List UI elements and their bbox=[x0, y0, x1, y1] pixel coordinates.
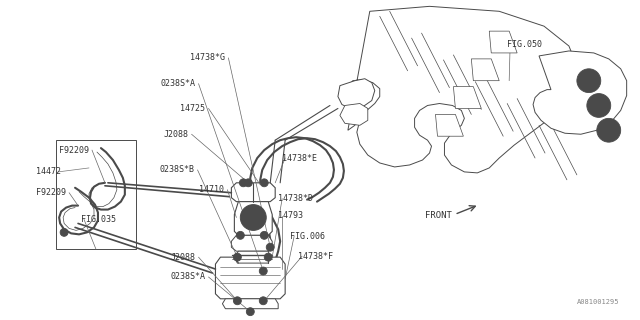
Polygon shape bbox=[533, 51, 627, 134]
Text: F92209: F92209 bbox=[36, 188, 66, 197]
Circle shape bbox=[247, 181, 250, 184]
Circle shape bbox=[260, 179, 268, 187]
Circle shape bbox=[241, 204, 266, 230]
Circle shape bbox=[246, 211, 260, 224]
Circle shape bbox=[236, 256, 239, 259]
Circle shape bbox=[234, 297, 241, 305]
Circle shape bbox=[263, 181, 266, 184]
Polygon shape bbox=[435, 114, 463, 136]
Polygon shape bbox=[347, 6, 579, 173]
Text: J2088: J2088 bbox=[164, 130, 189, 139]
Circle shape bbox=[239, 179, 247, 187]
Text: 14793: 14793 bbox=[278, 211, 303, 220]
Circle shape bbox=[239, 234, 242, 237]
Circle shape bbox=[234, 253, 241, 261]
Text: FRONT: FRONT bbox=[424, 211, 451, 220]
Polygon shape bbox=[232, 183, 275, 202]
Polygon shape bbox=[340, 103, 368, 125]
Circle shape bbox=[60, 228, 68, 236]
Text: 0238S*B: 0238S*B bbox=[159, 165, 195, 174]
Text: 14738*F: 14738*F bbox=[298, 252, 333, 261]
Circle shape bbox=[242, 181, 245, 184]
Text: 14472: 14472 bbox=[36, 167, 61, 176]
Circle shape bbox=[246, 308, 254, 316]
Text: FIG.006: FIG.006 bbox=[290, 232, 325, 241]
Text: 14738*E: 14738*E bbox=[282, 154, 317, 163]
Circle shape bbox=[587, 93, 611, 117]
Circle shape bbox=[267, 256, 269, 259]
Text: 0238S*A: 0238S*A bbox=[161, 79, 196, 88]
Text: FIG.050: FIG.050 bbox=[507, 39, 542, 49]
Text: 14738*D: 14738*D bbox=[278, 194, 313, 203]
Text: J2088: J2088 bbox=[170, 253, 196, 262]
Circle shape bbox=[259, 297, 268, 305]
Polygon shape bbox=[234, 202, 272, 235]
Circle shape bbox=[596, 118, 621, 142]
Circle shape bbox=[262, 299, 265, 302]
Circle shape bbox=[236, 299, 239, 302]
Text: 14725: 14725 bbox=[180, 104, 205, 113]
Polygon shape bbox=[234, 251, 270, 263]
Text: F92209: F92209 bbox=[59, 146, 89, 155]
Circle shape bbox=[264, 253, 272, 261]
Polygon shape bbox=[489, 31, 517, 53]
Text: FIG.035: FIG.035 bbox=[81, 215, 116, 224]
Text: 14710: 14710 bbox=[200, 185, 225, 194]
Text: A081001295: A081001295 bbox=[577, 299, 620, 305]
Bar bbox=[56, 140, 136, 249]
Text: 0238S*A: 0238S*A bbox=[170, 272, 205, 282]
Polygon shape bbox=[338, 79, 375, 108]
Circle shape bbox=[236, 231, 244, 239]
Polygon shape bbox=[223, 299, 278, 309]
Polygon shape bbox=[232, 235, 272, 251]
Circle shape bbox=[266, 243, 274, 251]
Text: 14738*G: 14738*G bbox=[191, 53, 225, 62]
Circle shape bbox=[269, 246, 272, 249]
Polygon shape bbox=[471, 59, 499, 81]
Circle shape bbox=[260, 231, 268, 239]
Circle shape bbox=[259, 267, 268, 275]
Circle shape bbox=[244, 179, 252, 187]
Circle shape bbox=[263, 234, 266, 237]
Polygon shape bbox=[216, 257, 285, 299]
Polygon shape bbox=[453, 87, 481, 108]
Circle shape bbox=[249, 310, 252, 313]
Circle shape bbox=[63, 231, 66, 234]
Circle shape bbox=[577, 69, 601, 92]
Circle shape bbox=[262, 269, 265, 273]
